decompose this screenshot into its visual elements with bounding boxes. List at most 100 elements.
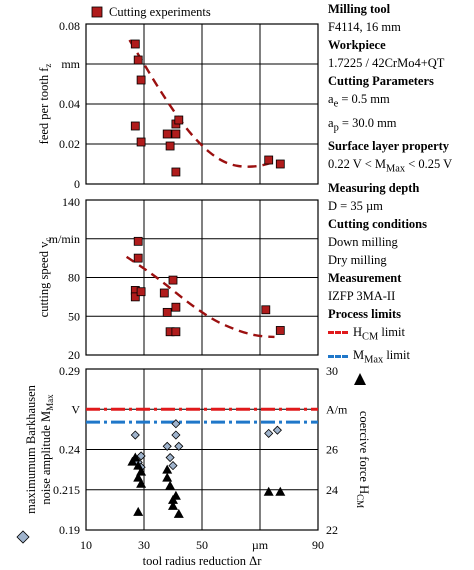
- barkhausen-point: [264, 428, 274, 438]
- y2-axis-title: coercive force HCM: [355, 411, 371, 508]
- barkhausen-point: [136, 451, 146, 461]
- y-axis-marker-icon: [16, 530, 30, 544]
- conditions-heading: Cutting conditions: [328, 216, 427, 231]
- plot-frame: [85, 23, 319, 185]
- milling-tool-value: F4114, 16 mm: [328, 20, 401, 34]
- workpiece-heading: Workpiece: [328, 38, 386, 52]
- coercive-force-point: [168, 500, 178, 510]
- barkhausen-point: [171, 430, 181, 440]
- barkhausen-point: [174, 441, 184, 451]
- xtick-label: 30: [138, 538, 150, 552]
- milling-tool-heading: Milling tool: [328, 2, 391, 16]
- plot-frame: [85, 368, 319, 531]
- ytick-label: 80: [68, 271, 80, 285]
- plot-frame: [85, 199, 319, 356]
- y-unit-label: V: [71, 402, 80, 416]
- y-axis-title: cutting speed vc: [37, 238, 53, 318]
- coercive-force-point: [263, 486, 274, 496]
- coercive-force-point: [162, 472, 173, 482]
- experiment-point: [275, 326, 285, 335]
- barkhausen-point: [168, 461, 178, 471]
- experiment-point: [162, 129, 172, 139]
- y2tick-label: 30: [326, 364, 338, 378]
- limits-heading: Process limits: [328, 306, 402, 321]
- experiment-point: [168, 275, 178, 285]
- measurement-heading: Measurement: [328, 270, 402, 285]
- coercive-force-point: [133, 460, 144, 470]
- barkhausen-point: [130, 430, 140, 440]
- sidebar: Milling tool F4114, 16 mm Workpiece 1.72…: [328, 0, 474, 370]
- xtick-label: 50: [196, 538, 208, 552]
- experiment-point: [130, 121, 140, 131]
- coercive-force-point: [133, 472, 144, 482]
- legend-experiments-label: Cutting experiments: [109, 5, 211, 19]
- xtick-label: 10: [80, 538, 92, 552]
- ytick-label: 0.29: [59, 364, 80, 378]
- ytick-label: 0.215: [53, 483, 80, 497]
- trend-line: [125, 255, 275, 339]
- workpiece-value: 1.7225 / 42CrMo4+QT: [328, 56, 445, 70]
- experiment-point: [165, 141, 175, 151]
- ytick-label: 50: [68, 309, 80, 323]
- experiment-point: [130, 292, 140, 302]
- surface-value: 0.22 V < MMax < 0.25 V: [328, 157, 453, 175]
- experiment-point: [264, 155, 274, 165]
- barkhausen-point: [165, 452, 175, 463]
- experiment-point: [171, 327, 181, 337]
- coercive-force-point: [162, 464, 173, 474]
- legend: Cutting experiments: [91, 5, 211, 19]
- mmax-limit-swatch: [328, 354, 348, 358]
- coercive-force-point: [173, 508, 184, 518]
- experiment-point: [133, 55, 143, 65]
- ae-param: ae = 0.5 mm: [328, 92, 390, 110]
- trend-line: [128, 39, 275, 168]
- condition-down-milling: Down milling: [328, 234, 398, 249]
- hcm-limit-legend: HCM limit: [328, 323, 474, 347]
- xtick-label: 90: [312, 538, 324, 552]
- experiment-point: [275, 159, 285, 169]
- y2tick-label: 24: [326, 483, 338, 497]
- depth-value: D = 35 µm: [328, 198, 383, 213]
- ytick-label: 20: [68, 348, 80, 362]
- x-unit-label: µm: [252, 538, 269, 552]
- legend-marker: [91, 6, 103, 18]
- ytick-label: 0.02: [59, 137, 80, 151]
- ytick-label: 0.08: [59, 19, 80, 33]
- mmax-limit-legend: MMax limit: [328, 346, 474, 370]
- experiment-point: [136, 137, 146, 147]
- experiment-point: [162, 307, 172, 317]
- experiment-point: [171, 129, 181, 139]
- ytick-label: 0.04: [59, 97, 80, 111]
- experiment-point: [133, 253, 143, 263]
- experiment-point: [261, 305, 271, 315]
- barkhausen-point: [272, 425, 282, 435]
- coercive-force-point: [170, 490, 181, 500]
- panels: 0.08 0.04 0.02 0 mm feed per tooth fz 140 80 50 2…: [16, 19, 371, 568]
- x-axis-title: tool radius reduction Δr: [143, 554, 263, 568]
- y2-unit-label: A/m: [326, 402, 348, 416]
- experiment-point: [130, 39, 140, 49]
- coercive-force-point: [275, 486, 286, 496]
- experiment-point: [159, 288, 169, 298]
- measurement-value: IZFP 3MA-II: [328, 288, 396, 303]
- ytick-label: 140: [62, 195, 80, 209]
- coercive-force-point: [136, 466, 147, 476]
- y-unit-label: m/min: [49, 232, 80, 246]
- experiment-point: [174, 115, 184, 125]
- y-unit-label: mm: [61, 57, 80, 71]
- ap-param: ap = 30.0 mm: [328, 115, 397, 134]
- experiment-point: [136, 287, 146, 297]
- hcm-limit-swatch: [328, 331, 348, 335]
- coercive-force-point: [136, 478, 147, 488]
- experiment-point: [136, 75, 146, 85]
- surface-heading: Surface layer property: [328, 139, 450, 153]
- experiment-point: [133, 236, 143, 246]
- condition-dry-milling: Dry milling: [328, 252, 387, 267]
- coercive-force-point: [133, 506, 144, 516]
- y-axis-title-line2: noise amplitude MMax: [39, 394, 55, 505]
- coercive-force-point: [130, 452, 141, 462]
- experiment-point: [171, 302, 181, 312]
- experiment-point: [171, 167, 181, 177]
